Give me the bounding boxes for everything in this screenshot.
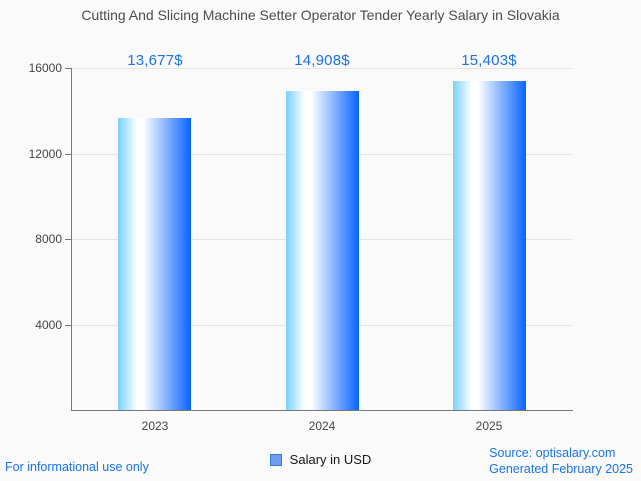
x-axis-line	[71, 410, 573, 411]
y-axis-line	[71, 68, 72, 410]
value-label-2025: 15,403$	[461, 52, 517, 69]
source-link[interactable]: Source: optisalary.com	[489, 446, 616, 460]
source-block: Source: optisalary.com Generated Februar…	[489, 445, 633, 477]
y-axis-label-4000: 4000	[35, 318, 62, 332]
bar-2024[interactable]	[286, 91, 359, 410]
y-axis-label-16000: 16000	[28, 61, 62, 75]
bar-2025[interactable]	[453, 81, 526, 410]
bar-2023[interactable]	[118, 118, 191, 410]
legend: Salary in USD	[0, 452, 641, 467]
gridline-16000	[71, 68, 573, 69]
x-axis-label-2025: 2025	[475, 419, 503, 433]
generated-date: Generated February 2025	[489, 462, 633, 476]
chart-title: Cutting And Slicing Machine Setter Opera…	[81, 7, 560, 23]
legend-label: Salary in USD	[289, 452, 372, 467]
x-axis-label-2024: 2024	[308, 419, 336, 433]
value-label-2023: 13,677$	[127, 52, 183, 69]
x-axis-label-2023: 2023	[141, 419, 169, 433]
y-axis-tick-16000	[65, 68, 71, 69]
disclaimer-text: For informational use only	[5, 460, 149, 474]
y-axis-label-8000: 8000	[35, 232, 62, 246]
y-axis-tick-8000	[65, 239, 71, 240]
y-axis-tick-4000	[65, 325, 71, 326]
value-label-2024: 14,908$	[294, 52, 350, 69]
legend-swatch-icon	[269, 453, 282, 466]
y-axis-label-12000: 12000	[28, 147, 62, 161]
y-axis-tick-12000	[65, 154, 71, 155]
